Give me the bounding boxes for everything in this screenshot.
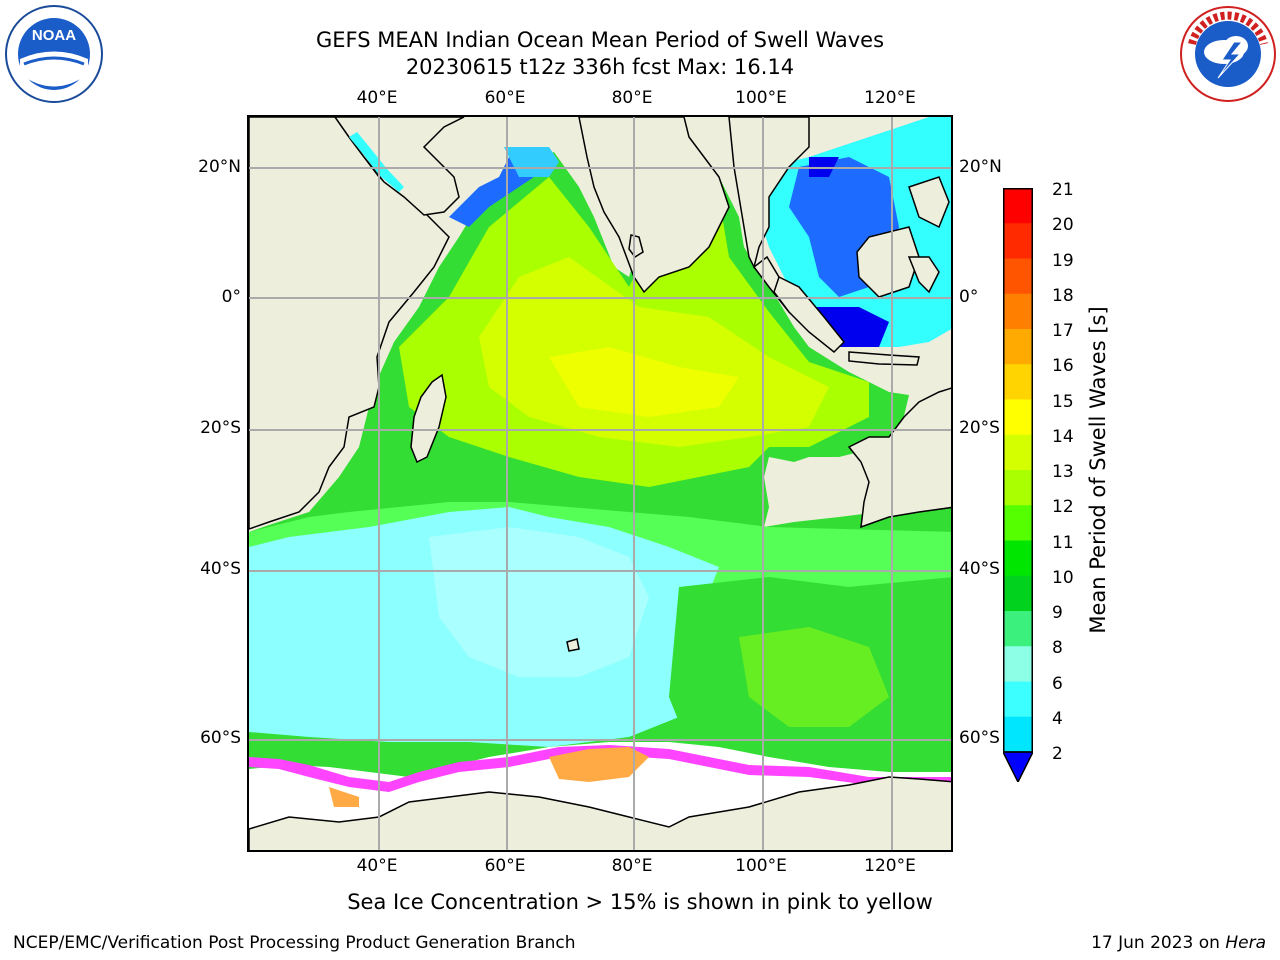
colorbar-title: Mean Period of Swell Waves [s] (1086, 306, 1110, 634)
colorbar-segment (1003, 646, 1033, 682)
colorbar-tick-label: 16 (1052, 356, 1074, 377)
x-tick-bottom: 100°E (735, 856, 787, 876)
sea-ice-caption: Sea Ice Concentration > 15% is shown in … (347, 890, 933, 914)
x-tick-top: 40°E (356, 88, 398, 108)
colorbar-segment (1003, 399, 1033, 436)
y-tick-right: 20°N (959, 157, 1002, 177)
y-tick-left: 0° (221, 287, 241, 307)
y-tick-left: 60°S (200, 728, 241, 748)
colorbar-segment (1003, 611, 1033, 647)
colorbar-tick-label: 13 (1052, 462, 1074, 482)
colorbar-segment (1003, 364, 1033, 400)
colorbar-tick-label: 4 (1052, 708, 1063, 729)
colorbar-tick-label: 19 (1052, 250, 1074, 271)
colorbar-segment (1003, 681, 1033, 718)
x-tick-top: 80°E (611, 88, 653, 108)
colorbar-tick-label: 15 (1052, 391, 1074, 412)
colorbar-tick-label: 14 (1052, 426, 1074, 447)
colorbar-segment (1003, 505, 1033, 541)
colorbar-tick-label: 6 (1052, 673, 1063, 694)
colorbar-tick-label: 8 (1052, 638, 1063, 659)
y-tick-right: 0° (959, 287, 979, 307)
colorbar (1003, 188, 1033, 782)
y-tick-left: 20°N (198, 157, 241, 177)
colorbar-tick-label: 17 (1052, 321, 1074, 341)
colorbar-underflow (1003, 751, 1033, 782)
colorbar-tick-label: 10 (1052, 567, 1074, 588)
x-tick-bottom: 60°E (484, 856, 526, 876)
x-tick-bottom: 40°E (356, 856, 398, 876)
x-tick-bottom: 120°E (864, 856, 916, 876)
map-field (249, 117, 951, 850)
y-tick-right: 40°S (959, 559, 1000, 579)
x-tick-top: 120°E (864, 88, 916, 108)
y-tick-right: 60°S (959, 728, 1000, 748)
colorbar-tick-label: 21 (1052, 180, 1074, 200)
colorbar-segment (1003, 188, 1033, 224)
credit-text: NCEP/EMC/Verification Post Processing Pr… (13, 933, 576, 953)
colorbar-segment (1003, 575, 1033, 612)
x-tick-top: 100°E (735, 88, 787, 108)
colorbar-tick-label: 9 (1052, 603, 1063, 623)
colorbar-segment (1003, 223, 1033, 259)
x-tick-top: 60°E (484, 88, 526, 108)
host-name: Hera (1225, 933, 1266, 953)
nws-logo (1180, 6, 1276, 102)
colorbar-tick-label: 20 (1052, 215, 1074, 236)
colorbar-segment (1003, 470, 1033, 506)
run-date: 17 Jun 2023 on Hera (1091, 933, 1266, 953)
colorbar-tick-label: 18 (1052, 285, 1074, 306)
y-tick-left: 40°S (200, 559, 241, 579)
map-title: GEFS MEAN Indian Ocean Mean Period of Sw… (315, 28, 885, 52)
y-tick-right: 20°S (959, 418, 1000, 438)
colorbar-segment (1003, 716, 1033, 753)
colorbar-tick-label: 12 (1052, 497, 1074, 518)
noaa-logo: NOAA (5, 5, 103, 103)
colorbar-segment (1003, 258, 1033, 295)
y-tick-left: 20°S (200, 418, 241, 438)
colorbar-tick-label: 2 (1052, 744, 1063, 764)
map-panel (247, 115, 953, 852)
colorbar-segment (1003, 540, 1033, 577)
run-date-text: 17 Jun 2023 on (1091, 933, 1226, 953)
noaa-logo-text: NOAA (32, 27, 76, 44)
map-subtitle: 20230615 t12z 336h fcst Max: 16.14 (405, 55, 795, 79)
colorbar-segment (1003, 293, 1033, 330)
colorbar-segment (1003, 434, 1033, 471)
colorbar-tick-label: 11 (1052, 532, 1074, 553)
colorbar-segment (1003, 329, 1033, 365)
x-tick-bottom: 80°E (611, 856, 653, 876)
